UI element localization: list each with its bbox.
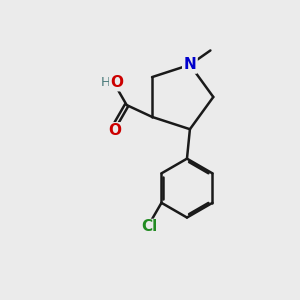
Text: Cl: Cl xyxy=(142,219,158,234)
Text: O: O xyxy=(110,75,123,90)
Text: O: O xyxy=(108,123,122,138)
Text: H: H xyxy=(101,76,111,89)
Text: N: N xyxy=(184,57,196,72)
